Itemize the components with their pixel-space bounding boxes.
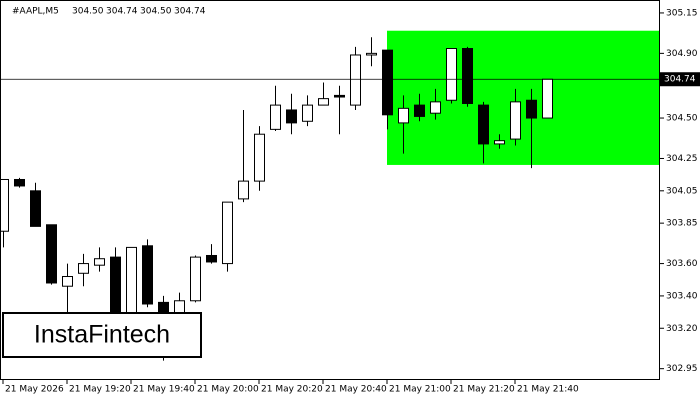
- y-tick-label: 302.95: [666, 364, 698, 374]
- candle-body: [30, 190, 41, 227]
- ohlc-open: 304.50: [72, 7, 104, 17]
- candle-body: [270, 104, 281, 130]
- price-label: 304.74: [664, 75, 696, 85]
- candle-body: [446, 48, 457, 101]
- ohlc-close: 304.74: [174, 7, 206, 17]
- y-tick-label: 303.60: [666, 259, 698, 269]
- candle-body: [366, 52, 377, 56]
- x-tick-label: 21 May 21:00: [389, 385, 451, 395]
- x-tick-label: 21 May 20:00: [197, 385, 259, 395]
- plot: [0, 30, 660, 361]
- candle-body: [142, 245, 153, 305]
- candle-body: [126, 246, 137, 323]
- symbol: #AAPL,M5: [12, 7, 59, 17]
- candle-body: [286, 109, 297, 124]
- y-tick-label: 303.85: [666, 219, 698, 229]
- candle-body: [302, 104, 313, 122]
- y-tick-label: 305.15: [666, 8, 698, 18]
- candle-body: [254, 133, 265, 182]
- candle-body: [0, 178, 9, 232]
- y-tick-label: 304.25: [666, 154, 698, 164]
- y-tick-label: 304.05: [666, 186, 698, 196]
- candle-body: [238, 180, 249, 200]
- candle-body: [110, 256, 121, 321]
- candle-body: [462, 48, 473, 104]
- x-tick-label: 21 May 19:40: [133, 385, 195, 395]
- x-tick-label: 21 May 21:20: [453, 385, 515, 395]
- y-tick-label: 304.50: [666, 114, 698, 124]
- candle-body: [382, 49, 393, 116]
- candle-body: [14, 178, 25, 187]
- x-tick-label: 21 May 2026: [5, 385, 64, 395]
- candle-body: [334, 94, 345, 98]
- candle-body: [398, 107, 409, 124]
- candle-body: [542, 78, 553, 119]
- candle-body: [94, 258, 105, 266]
- candle-body: [78, 263, 89, 274]
- price-label-box: [660, 72, 700, 87]
- candle-body: [62, 276, 73, 287]
- candle-body: [414, 104, 425, 117]
- candle-body: [430, 101, 441, 114]
- candle-body: [318, 98, 329, 106]
- logo-box: [2, 312, 202, 358]
- candle-body: [510, 101, 521, 140]
- x-tick-label: 21 May 20:40: [325, 385, 387, 395]
- y-tick-label: 304.90: [666, 49, 698, 59]
- y-tick-label: 303.20: [666, 324, 698, 334]
- candle-body: [190, 256, 201, 302]
- pattern-zone: [387, 30, 660, 165]
- candle-body: [478, 104, 489, 145]
- logo: InstaFintech: [34, 321, 170, 349]
- candle-body: [222, 201, 233, 265]
- ohlc-high: 304.74: [106, 7, 138, 17]
- x-tick-label: 21 May 19:20: [69, 385, 131, 395]
- candle-body: [494, 140, 505, 145]
- y-tick-label: 303.40: [666, 291, 698, 301]
- candle-body: [46, 224, 57, 284]
- ohlc-low: 304.50: [140, 7, 172, 17]
- candle-body: [526, 99, 537, 119]
- x-tick-label: 21 May 20:20: [261, 385, 323, 395]
- candle-body: [350, 54, 361, 106]
- candle-body: [206, 254, 217, 263]
- x-tick-label: 21 May 21:40: [517, 385, 579, 395]
- plot-frame: [0, 0, 660, 380]
